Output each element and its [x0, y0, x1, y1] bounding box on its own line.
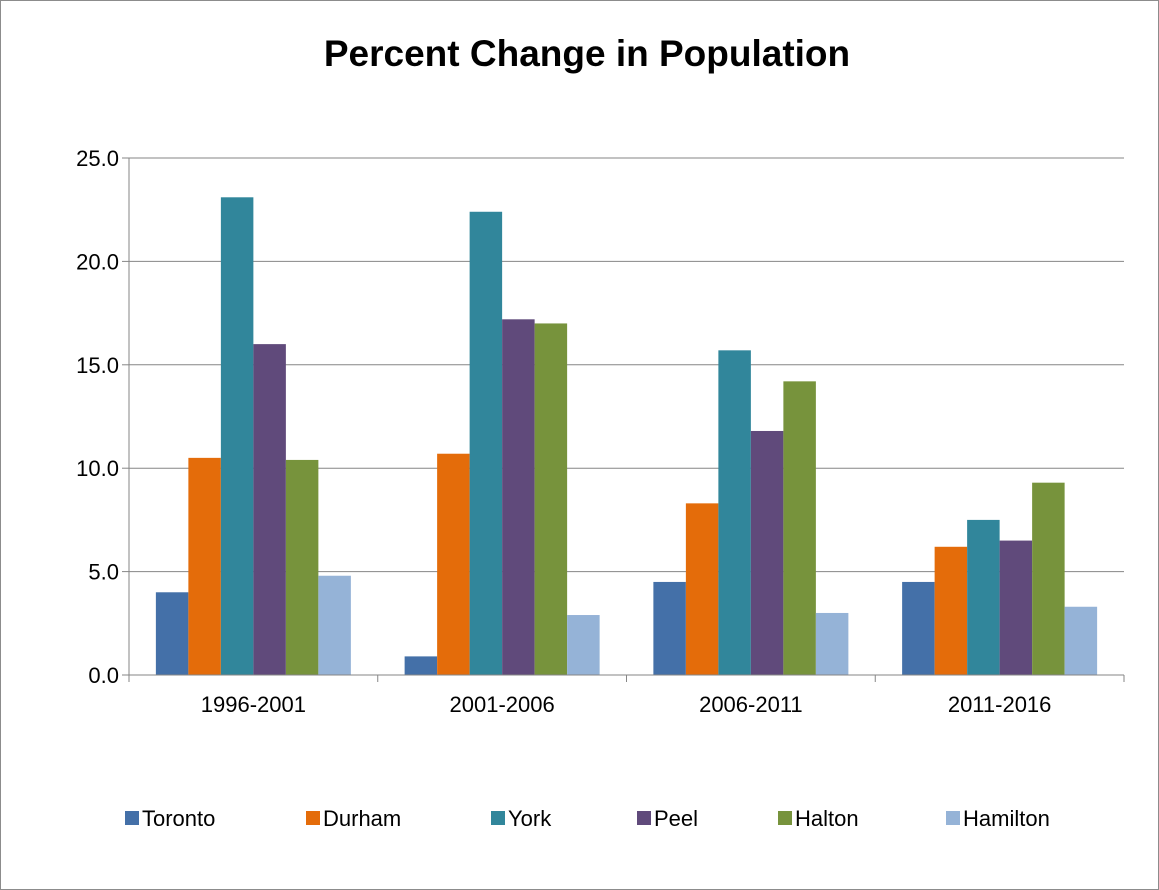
y-tick-label: 5.0: [88, 560, 119, 585]
bar-toronto-2006-2011: [653, 581, 686, 675]
bar-york-2011-2016: [967, 519, 1000, 675]
bar-durham-2006-2011: [685, 503, 719, 675]
legend-label: Halton: [795, 806, 859, 831]
legend-item-halton: Halton: [778, 806, 859, 831]
y-tick-label: 25.0: [76, 146, 119, 171]
x-tick-label: 2006-2011: [699, 692, 803, 717]
bar-durham-2011-2016: [934, 546, 968, 675]
y-tick-label: 0.0: [88, 663, 119, 688]
x-tick-label: 2011-2016: [948, 692, 1052, 717]
legend-label: Toronto: [142, 806, 215, 831]
bar-peel-2011-2016: [999, 540, 1033, 675]
legend-item-hamilton: Hamilton: [946, 806, 1050, 831]
bar-hamilton-2001-2006: [567, 615, 600, 675]
y-tick-label: 20.0: [76, 249, 119, 274]
bar-halton-2006-2011: [783, 381, 816, 675]
legend-label: Peel: [654, 806, 698, 831]
bar-peel-2006-2011: [750, 430, 784, 675]
legend-swatch: [637, 811, 651, 825]
chart-title: Percent Change in Population: [324, 33, 850, 74]
bar-halton-2011-2016: [1032, 482, 1065, 675]
bar-hamilton-2006-2011: [815, 612, 849, 675]
bar-toronto-2011-2016: [902, 581, 935, 675]
bars: [155, 197, 1098, 676]
bar-york-1996-2001: [220, 197, 254, 676]
legend-swatch: [778, 811, 792, 825]
bar-toronto-2001-2006: [404, 656, 438, 675]
legend-swatch: [946, 811, 960, 825]
legend-item-york: York: [491, 806, 552, 831]
y-tick-label: 10.0: [76, 456, 119, 481]
y-tick-label: 15.0: [76, 353, 119, 378]
bar-hamilton-1996-2001: [318, 575, 351, 675]
bar-halton-1996-2001: [285, 459, 319, 675]
axes: 0.0 5.0 10.0 15.0 20.0 25.0 1996-2001 2001-2006…: [76, 146, 1125, 717]
legend-item-durham: Durham: [306, 806, 401, 831]
x-tick-label: 2001-2006: [450, 692, 555, 717]
bar-durham-2001-2006: [437, 453, 470, 675]
bar-halton-2001-2006: [534, 323, 568, 675]
bar-york-2001-2006: [469, 211, 503, 675]
legend-item-peel: Peel: [637, 806, 698, 831]
bar-york-2006-2011: [718, 350, 751, 675]
legend-swatch: [125, 811, 139, 825]
bar-peel-2001-2006: [502, 319, 535, 675]
legend-label: Hamilton: [963, 806, 1050, 831]
bar-toronto-1996-2001: [155, 592, 189, 675]
legend-item-toronto: Toronto: [125, 806, 215, 831]
x-tick-label: 1996-2001: [201, 692, 306, 717]
legend-swatch: [306, 811, 320, 825]
legend: Toronto Durham York Peel Halton Hamilton: [125, 806, 1050, 831]
legend-label: Durham: [323, 806, 401, 831]
legend-swatch: [491, 811, 505, 825]
bar-durham-1996-2001: [188, 457, 221, 675]
bar-peel-1996-2001: [253, 344, 286, 675]
bar-hamilton-2011-2016: [1064, 606, 1098, 675]
legend-label: York: [508, 806, 552, 831]
